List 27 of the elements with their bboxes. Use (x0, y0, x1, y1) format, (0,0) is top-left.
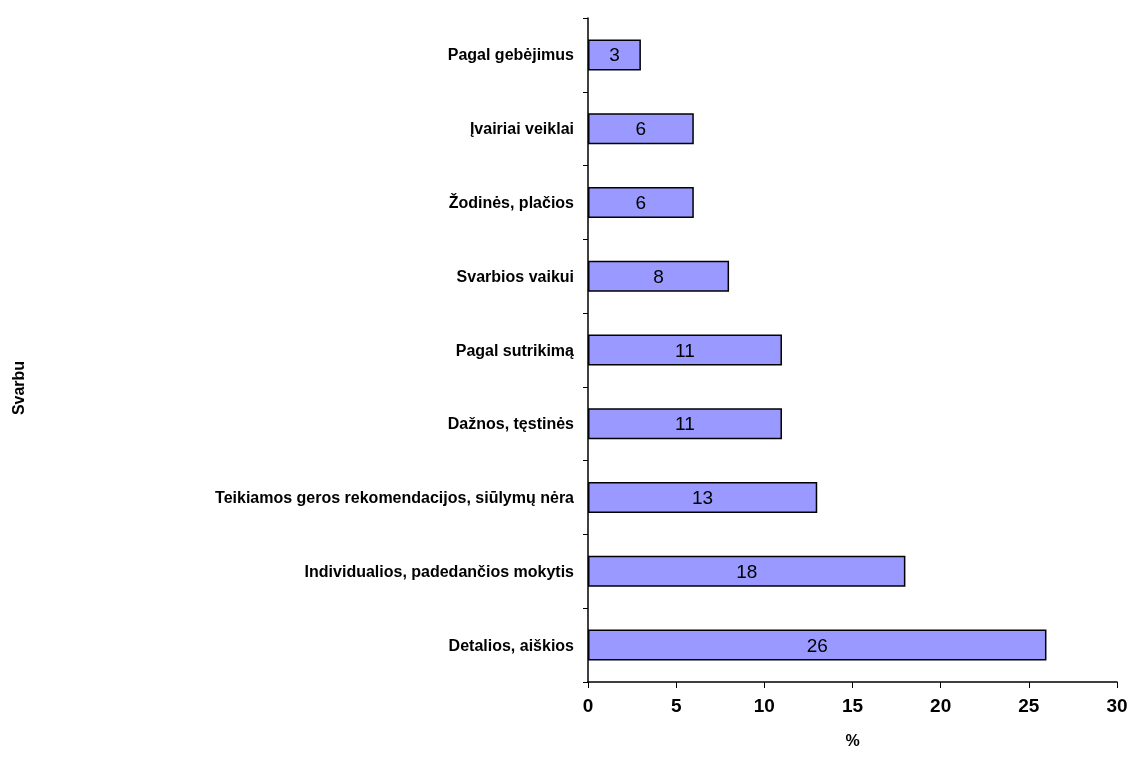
data-label: 13 (692, 487, 714, 509)
y-tick-label: Detalios, aiškios (448, 636, 575, 654)
data-label: 11 (675, 413, 695, 435)
data-label: 8 (653, 265, 664, 287)
y-tick-label: Teikiamos geros rekomendacijos, siūlymų nėra (215, 489, 575, 507)
x-tick-label: 10 (753, 695, 775, 716)
y-tick-label: Svarbios vaikui (456, 267, 574, 285)
data-label: 6 (635, 191, 647, 213)
y-tick-label: Individualios, padedančios mokytis (304, 562, 575, 580)
x-tick-label: 25 (1018, 695, 1040, 716)
y-tick-label: Pagal gebėjimus (447, 46, 575, 64)
data-label: 3 (609, 44, 620, 66)
data-label: 18 (736, 560, 758, 582)
x-axis-title: % (845, 731, 860, 749)
x-tick-label: 15 (841, 695, 864, 716)
data-label: 6 (635, 118, 647, 140)
x-tick-label: 20 (930, 695, 952, 716)
text: Svarbu (9, 360, 27, 416)
data-label: 26 (806, 634, 828, 656)
x-tick-label: 5 (670, 695, 682, 716)
y-tick-label: Įvairiai veiklai (469, 120, 574, 138)
x-tick-label: 0 (582, 695, 594, 716)
y-tick-label: Pagal sutrikimą (455, 341, 575, 359)
data-label: 11 (675, 339, 695, 361)
y-tick-label: Dažnos, tęstinės (447, 415, 575, 433)
y-tick-label: Žodinės, plačios (448, 192, 575, 211)
x-tick-label: 30 (1106, 695, 1128, 716)
